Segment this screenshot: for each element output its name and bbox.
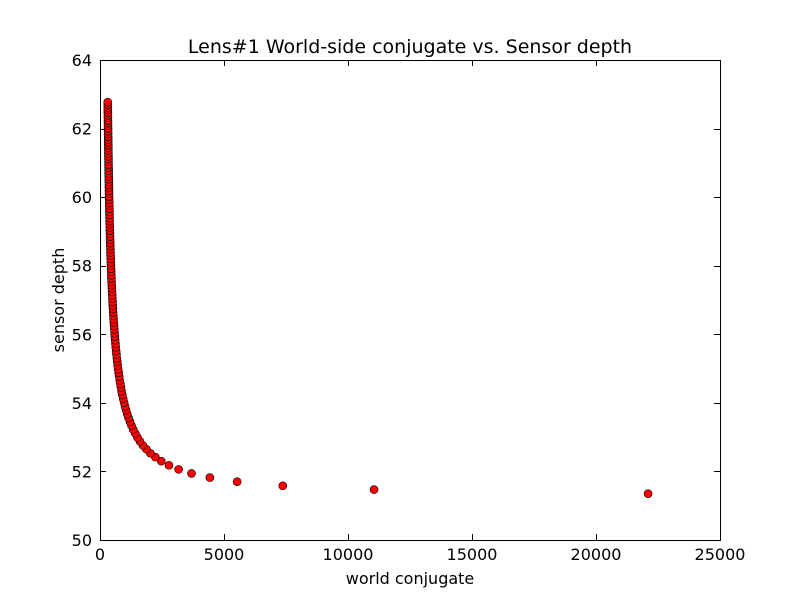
y-tick-label: 54	[72, 394, 92, 413]
data-point	[369, 485, 379, 494]
x-tick-label: 10000	[323, 545, 374, 564]
x-tick-label: 0	[95, 545, 105, 564]
axis-ticks: 0 5000 10000 15000 20000 25000 50 52 54 56 58 60 62 6…	[72, 51, 746, 564]
data-point	[174, 465, 183, 474]
x-tick-label: 20000	[571, 545, 622, 564]
y-tick-label: 60	[72, 188, 92, 207]
data-point	[164, 460, 174, 470]
y-tick-label: 56	[72, 325, 92, 344]
chart-title: Lens#1 World-side conjugate vs. Sensor d…	[188, 36, 632, 58]
y-tick-label: 50	[72, 531, 92, 550]
y-tick-label: 58	[72, 257, 92, 276]
y-tick-label: 64	[72, 51, 92, 70]
data-point	[643, 489, 653, 499]
data-point	[278, 481, 288, 491]
data-points	[103, 97, 653, 499]
x-tick-label: 5000	[204, 545, 245, 564]
plot-area	[100, 60, 721, 541]
plot-border	[100, 60, 721, 541]
data-point	[205, 473, 215, 482]
x-tick-label: 25000	[695, 545, 746, 564]
data-point	[187, 469, 196, 478]
y-tick-label: 62	[72, 120, 92, 139]
x-tick-label: 15000	[447, 545, 498, 564]
data-point	[103, 97, 113, 107]
data-point	[156, 456, 166, 466]
data-point	[232, 477, 242, 487]
x-axis-label: world conjugate	[346, 569, 475, 588]
y-axis-label: sensor depth	[49, 248, 68, 353]
y-tick-label: 52	[72, 462, 92, 481]
